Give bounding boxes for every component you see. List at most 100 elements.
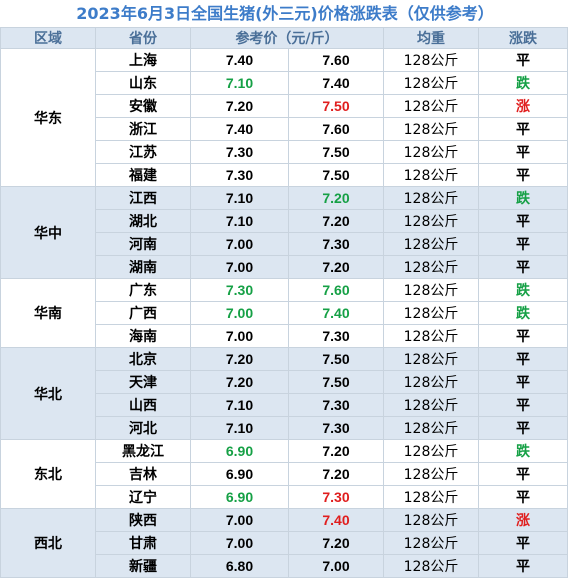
province-cell: 江西 [95,186,191,210]
trend-cell: 跌 [478,186,568,210]
region-cell: 华北 [0,347,96,440]
avg-weight-cell: 128公斤 [383,416,479,440]
avg-weight-cell: 128公斤 [383,370,479,394]
region-cell: 华东 [0,48,96,187]
current-price-cell: 7.20 [288,209,384,233]
avg-weight-cell: 128公斤 [383,255,479,279]
table-row: 湖南 7.00 7.20 128公斤平 [1,255,568,279]
header-trend: 涨跌 [478,27,568,49]
table-body: 华东 上海 7.40 7.60 128公斤平山东 7.10 7.40 128公斤跌安徽 7.20… [0,48,568,578]
current-price-cell: 7.60 [288,278,384,302]
table-row: 山西 7.10 7.30 128公斤平 [1,393,568,417]
trend-cell: 平 [478,140,568,164]
avg-weight-cell: 128公斤 [383,278,479,302]
avg-weight-cell: 128公斤 [383,347,479,371]
trend-cell: 平 [478,48,568,72]
trend-cell: 跌 [478,301,568,325]
table-row: 西北 陕西 7.00 7.40 128公斤涨 [0,508,568,578]
region-cell: 西北 [0,508,96,578]
trend-cell: 跌 [478,71,568,95]
current-price-cell: 7.40 [288,71,384,95]
table-row: 海南 7.00 7.30 128公斤平 [1,324,568,348]
trend-cell: 跌 [478,278,568,302]
province-cell: 河北 [95,416,191,440]
table-row: 安徽 7.20 7.50 128公斤涨 [1,94,568,118]
prev-price-cell: 7.40 [190,48,289,72]
prev-price-cell: 7.00 [190,232,289,256]
province-cell: 安徽 [95,94,191,118]
prev-price-cell: 7.10 [190,186,289,210]
prev-price-cell: 7.10 [190,416,289,440]
avg-weight-cell: 128公斤 [383,140,479,164]
avg-weight-cell: 128公斤 [383,393,479,417]
avg-weight-cell: 128公斤 [383,209,479,233]
table-row: 华北 北京 7.20 7.50 128公斤平 [0,347,568,440]
avg-weight-cell: 128公斤 [383,554,479,578]
current-price-cell: 7.30 [288,416,384,440]
avg-weight-cell: 128公斤 [383,232,479,256]
trend-cell: 平 [478,163,568,187]
current-price-cell: 7.50 [288,370,384,394]
region-cell: 东北 [0,439,96,509]
trend-cell: 平 [478,485,568,509]
prev-price-cell: 7.20 [190,94,289,118]
current-price-cell: 7.40 [288,301,384,325]
table-row: 广西 7.00 7.40 128公斤跌 [1,301,568,325]
avg-weight-cell: 128公斤 [383,48,479,72]
region-cell: 华中 [0,186,96,279]
province-cell: 河南 [95,232,191,256]
current-price-cell: 7.50 [288,347,384,371]
trend-cell: 平 [478,554,568,578]
trend-cell: 平 [478,232,568,256]
prev-price-cell: 7.00 [190,301,289,325]
region-cell: 华南 [0,278,96,348]
header-price: 参考价（元/斤） [190,27,384,49]
province-cell: 上海 [95,48,191,72]
province-cell: 福建 [95,163,191,187]
prev-price-cell: 7.10 [190,209,289,233]
trend-cell: 平 [478,393,568,417]
table-row: 华中 江西 7.10 7.20 128公斤跌 [0,186,568,279]
header-avg-weight: 均重 [383,27,479,49]
current-price-cell: 7.30 [288,324,384,348]
trend-cell: 平 [478,370,568,394]
province-cell: 黑龙江 [95,439,191,463]
table-row: 山东 7.10 7.40 128公斤跌 [1,71,568,95]
current-price-cell: 7.40 [288,508,384,532]
prev-price-cell: 7.10 [190,393,289,417]
trend-cell: 平 [478,531,568,555]
table-row: 新疆 6.80 7.00 128公斤平 [1,554,568,578]
trend-cell: 平 [478,416,568,440]
avg-weight-cell: 128公斤 [383,531,479,555]
current-price-cell: 7.20 [288,462,384,486]
avg-weight-cell: 128公斤 [383,324,479,348]
province-cell: 广西 [95,301,191,325]
avg-weight-cell: 128公斤 [383,94,479,118]
province-cell: 海南 [95,324,191,348]
province-cell: 吉林 [95,462,191,486]
prev-price-cell: 6.90 [190,462,289,486]
trend-cell: 涨 [478,94,568,118]
prev-price-cell: 7.30 [190,140,289,164]
current-price-cell: 7.20 [288,439,384,463]
province-cell: 甘肃 [95,531,191,555]
prev-price-cell: 7.00 [190,324,289,348]
province-cell: 浙江 [95,117,191,141]
current-price-cell: 7.50 [288,163,384,187]
current-price-cell: 7.60 [288,117,384,141]
header-province: 省份 [95,27,191,49]
table-row: 浙江 7.40 7.60 128公斤平 [1,117,568,141]
province-cell: 湖南 [95,255,191,279]
avg-weight-cell: 128公斤 [383,163,479,187]
prev-price-cell: 7.30 [190,163,289,187]
current-price-cell: 7.30 [288,232,384,256]
trend-cell: 平 [478,462,568,486]
price-table: 区域 省份 参考价（元/斤） 均重 涨跌 华东 上海 7.40 7.60 128公斤平山… [0,27,568,578]
current-price-cell: 7.20 [288,531,384,555]
province-cell: 湖北 [95,209,191,233]
trend-cell: 跌 [478,439,568,463]
table-row: 天津 7.20 7.50 128公斤平 [1,370,568,394]
trend-cell: 平 [478,117,568,141]
header-region: 区域 [0,27,96,49]
